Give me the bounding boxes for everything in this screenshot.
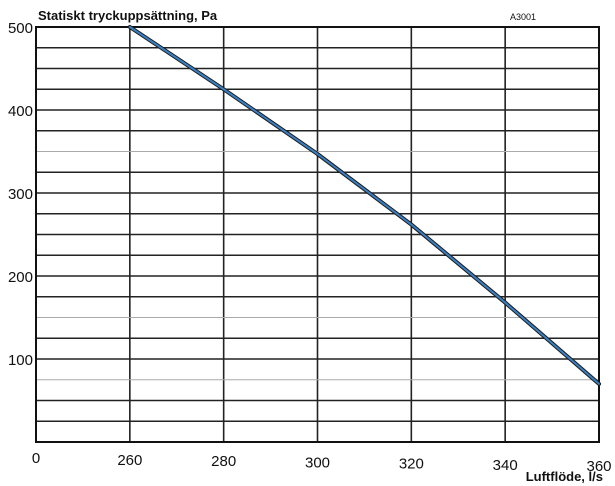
origin-tick-label: 0 [32,450,40,467]
y-tick-label: 100 [8,352,33,369]
series-line-shadow [127,25,601,386]
x-tick-label: 300 [305,454,330,471]
y-tick-labels: 500 400 300 200 100 [8,20,33,369]
y-tick-label: 200 [8,269,33,286]
x-tick-label: 260 [117,452,142,469]
y-tick-label: 400 [8,103,33,120]
y-tick-label: 500 [8,20,33,37]
series-line [128,26,600,385]
x-tick-label: 360 [586,458,611,475]
x-axis-label: Luftflöde, l/s [526,469,603,484]
grid [36,27,599,442]
y-axis-label: Statiskt tryckuppsättning, Pa [38,8,218,23]
plot-frame [35,26,600,443]
x-tick-labels: 260 280 300 320 340 360 [117,452,611,475]
series-group [127,25,601,386]
x-tick-label: 280 [211,453,236,470]
x-tick-label: 340 [493,457,518,474]
x-tick-label: 320 [399,456,424,473]
figure-code: A3001 [510,12,536,22]
y-tick-label: 300 [8,186,33,203]
